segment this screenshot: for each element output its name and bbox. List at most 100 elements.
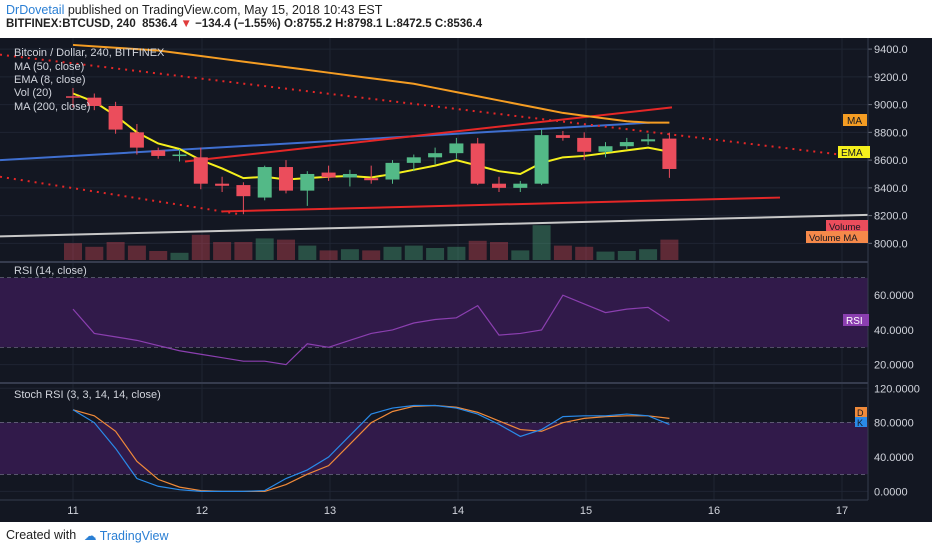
candle-body — [364, 178, 379, 181]
volume-bar — [298, 245, 317, 260]
rsi-title: RSI (14, close) — [14, 265, 87, 277]
k-tag-bg — [855, 417, 867, 427]
ma200-line — [0, 213, 869, 238]
d-tag: D — [857, 408, 864, 418]
author-link[interactable]: DrDovetail — [6, 3, 65, 17]
volume-bar — [468, 240, 487, 260]
volume-bar — [277, 239, 295, 260]
x-tick-label: 13 — [324, 505, 336, 517]
candle-body — [428, 153, 443, 158]
rsi-tag-bg — [843, 314, 869, 326]
candle-body — [87, 97, 102, 106]
volume-bar — [447, 246, 466, 260]
candle-body — [406, 157, 421, 163]
candle-body — [151, 150, 166, 156]
rsi-tick-label: 20.0000 — [874, 360, 914, 372]
volume-bar — [85, 246, 104, 260]
volume-bar — [490, 242, 508, 260]
y-tick-label: 9200.0 — [874, 72, 908, 84]
red-dotted-trend-line — [0, 53, 841, 156]
candles[interactable] — [66, 87, 677, 215]
y-tick-label: 8200.0 — [874, 211, 908, 223]
legend-ema8: EMA (8, close) — [14, 74, 86, 86]
candle-body — [279, 167, 293, 191]
volume-tag-bg — [826, 220, 868, 232]
ema-tag-bg — [838, 146, 870, 158]
volume-ma-tag: Volume MA — [809, 233, 858, 244]
y-tick-label: 8000.0 — [874, 238, 908, 250]
y-tick-label: 8800.0 — [874, 127, 908, 139]
y-tick-label: 9000.0 — [874, 100, 908, 112]
stoch-title: Stoch RSI (3, 3, 14, 14, close) — [14, 389, 161, 401]
volume-bar — [532, 225, 551, 260]
volume-bar — [575, 246, 594, 260]
published-text: published on TradingView.com, May 15, 20… — [64, 3, 383, 17]
volume-bar — [362, 250, 381, 260]
volume-bar — [340, 249, 359, 260]
rsi-tick-label: 60.0000 — [874, 290, 914, 302]
candle-body — [172, 154, 187, 157]
tradingview-brand: TradingView — [99, 529, 169, 543]
volume-bar — [234, 242, 253, 260]
candle-body — [236, 185, 251, 197]
ema-tag: EMA — [841, 148, 863, 159]
stoch-k-line — [72, 404, 670, 493]
symbol-line: BITFINEX:BTCUSD, 240 8536.4 ▼ −134.4 (−1… — [6, 18, 482, 30]
footer: Created with ☁ TradingView — [0, 522, 932, 550]
candle-body — [534, 135, 549, 184]
ma-tag-bg — [843, 114, 867, 126]
candle-body — [300, 173, 315, 191]
rsi-tick-label: 40.0000 — [874, 325, 914, 337]
y-tick-label: 8600.0 — [874, 155, 908, 167]
ma50-line — [72, 43, 670, 124]
rsi-line — [72, 294, 670, 366]
candle-body — [66, 96, 80, 98]
last-price: 8536.4 — [142, 18, 178, 30]
candle-body — [577, 137, 592, 152]
k-tag: K — [857, 418, 863, 428]
x-tick-label: 11 — [67, 505, 78, 517]
candle-body — [470, 143, 485, 184]
stoch-d-line — [72, 404, 670, 493]
stoch-tick-label: 0.0000 — [874, 486, 908, 498]
candle-body — [385, 162, 400, 180]
candle-body — [449, 143, 464, 154]
candle-body — [129, 132, 144, 148]
volume-bar — [106, 242, 125, 260]
volume-bar — [511, 250, 530, 260]
candle-body — [492, 183, 506, 188]
ma-tag: MA — [847, 116, 862, 127]
tradingview-logo[interactable]: ☁ TradingView — [84, 529, 169, 543]
candle-body — [321, 172, 336, 178]
indicator-lines — [0, 43, 869, 238]
legend-vol: Vol (20) — [14, 87, 52, 99]
volume-bar — [553, 245, 572, 260]
oscillator-lines — [72, 294, 670, 493]
volume-tag: Volume — [829, 222, 861, 233]
legend-title: Bitcoin / Dollar, 240, BITFINEX — [14, 47, 165, 59]
volume-bar — [660, 239, 679, 260]
legend-ma50: MA (50, close) — [14, 61, 84, 73]
rsi-tag: RSI — [846, 316, 863, 327]
axes: 11 12 13 14 15 16 17 9400.0 9200.0 9000.0 8800.0 86… — [0, 38, 920, 517]
volume-bar — [639, 249, 658, 260]
volume-bar — [127, 245, 146, 260]
stoch-tick-label: 80.0000 — [874, 418, 914, 430]
volume-bar — [255, 238, 274, 260]
legend-ma200: MA (200, close) — [14, 101, 90, 113]
x-tick-label: 17 — [836, 505, 848, 517]
stoch-tick-label: 120.0000 — [874, 383, 920, 395]
publish-line: DrDovetail published on TradingView.com,… — [6, 3, 382, 17]
volume-bar — [191, 234, 210, 260]
x-tick-label: 16 — [708, 505, 720, 517]
red-support-line — [221, 196, 781, 213]
stoch-tick-label: 40.0000 — [874, 452, 914, 464]
symbol-name: BITFINEX:BTCUSD, 240 — [6, 18, 136, 30]
candle-body — [641, 139, 656, 142]
down-arrow-icon: ▼ — [180, 18, 192, 30]
chart-area[interactable]: 11 12 13 14 15 16 17 9400.0 9200.0 9000.0 8800.0 86… — [0, 38, 932, 522]
x-tick-label: 15 — [580, 505, 592, 517]
candle-body — [555, 135, 570, 138]
volume-bars — [64, 225, 679, 260]
candle-body — [619, 142, 634, 147]
